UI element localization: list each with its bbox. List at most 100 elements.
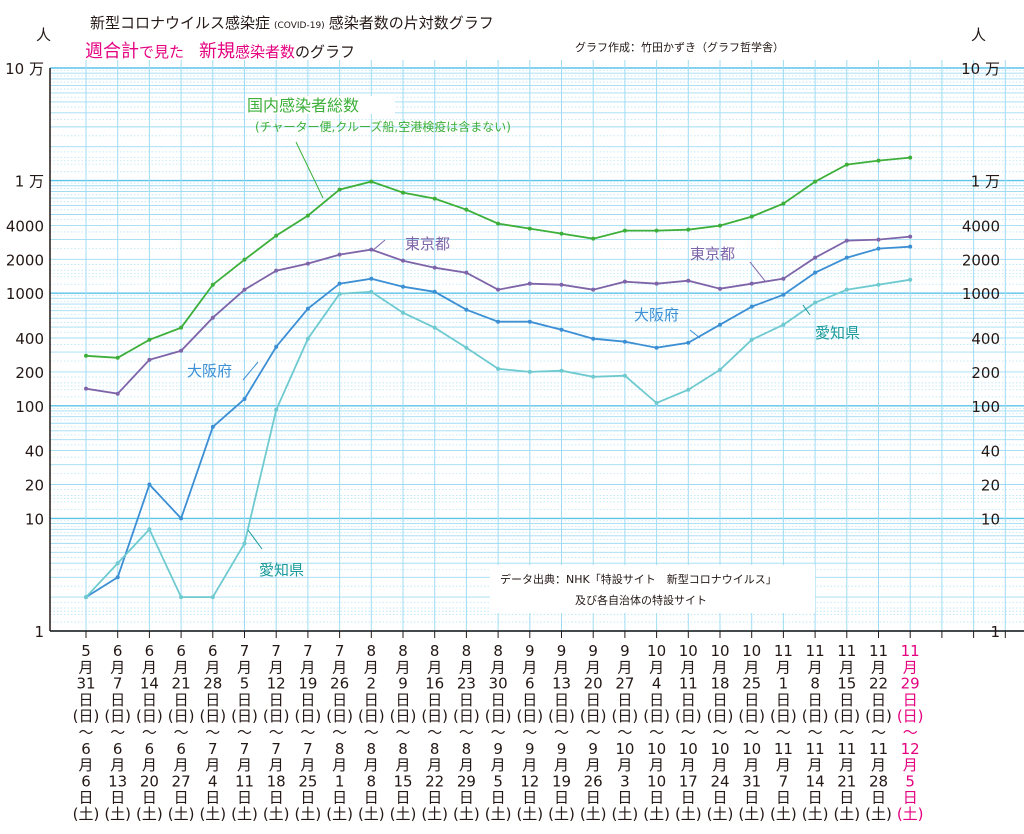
x-tick-label: (日) <box>865 707 892 725</box>
x-tick-label: 10 <box>647 642 666 660</box>
data-point <box>464 307 469 312</box>
x-tick-label: 8 <box>430 740 440 758</box>
data-point <box>115 575 120 580</box>
data-point <box>84 386 88 391</box>
y-tick-label-right: 10 <box>981 510 1000 528</box>
x-tick-label: (日) <box>897 707 924 725</box>
x-tick-label: (土) <box>580 805 607 823</box>
data-point <box>654 281 659 286</box>
data-point <box>527 281 532 286</box>
x-tick-label: 月 <box>332 658 347 676</box>
data-point <box>876 237 881 242</box>
x-tick-label: (土) <box>833 805 860 823</box>
x-tick-label: (土) <box>770 805 797 823</box>
y-tick-label-right: 40 <box>981 443 1000 461</box>
x-tick-label: 14 <box>140 675 159 693</box>
x-tick-label: (土) <box>485 805 512 823</box>
data-point <box>337 291 342 296</box>
chart-subtitle: 週合計で見た 新規感染者数のグラフ <box>85 41 355 62</box>
x-tick-label: 月 <box>237 658 252 676</box>
x-tick-label: (土) <box>897 805 924 823</box>
y-tick-label-right: 1000 <box>962 285 1000 303</box>
data-point <box>179 516 184 521</box>
x-tick-label: 日 <box>808 789 823 807</box>
x-tick-label: 5 <box>81 642 91 660</box>
x-tick-label: 28 <box>203 675 222 693</box>
x-tick-label: 7 <box>303 642 313 660</box>
x-tick-label: (日) <box>263 707 290 725</box>
x-tick-label: 27 <box>172 772 191 790</box>
x-tick-label: 日 <box>269 789 284 807</box>
x-tick-label: 月 <box>903 756 918 774</box>
x-tick-label: (土) <box>231 805 258 823</box>
data-point <box>369 276 374 281</box>
x-tick-label: 日 <box>78 789 93 807</box>
y-unit-right: 人 <box>971 26 986 44</box>
x-tick-label: 31 <box>76 675 95 693</box>
y-tick-label-left: 1 <box>34 623 44 641</box>
y-tick-label-left: 400 <box>15 330 44 348</box>
x-tick-label: (日) <box>199 707 226 725</box>
y-tick-label-left: 1 万 <box>15 173 44 191</box>
data-point <box>401 258 405 263</box>
x-tick-label: 日 <box>205 789 220 807</box>
x-tick-label: 8 <box>335 740 345 758</box>
x-tick-label: 日 <box>617 691 632 709</box>
data-point <box>210 424 215 429</box>
data-point <box>179 595 184 600</box>
x-tick-label: 日 <box>78 691 93 709</box>
x-tick-label: (日) <box>358 707 385 725</box>
x-tick-label: 月 <box>808 658 823 676</box>
x-tick-label: (日) <box>548 707 575 725</box>
x-tick-label: (日) <box>295 707 322 725</box>
y-tick-label-left: 100 <box>15 398 44 416</box>
x-tick-label: 月 <box>649 756 664 774</box>
x-tick-label: 日 <box>395 691 410 709</box>
x-tick-label: 6 <box>145 642 155 660</box>
data-point <box>781 201 786 206</box>
x-tick-label: 9 <box>525 740 535 758</box>
x-tick-label: 月 <box>491 756 506 774</box>
data-point <box>686 387 691 392</box>
x-tick-label: 月 <box>78 756 93 774</box>
subtitle-part: で見た <box>139 43 199 61</box>
x-tick-label: 日 <box>744 789 759 807</box>
x-tick-label: 10 <box>742 740 761 758</box>
data-point <box>622 339 627 344</box>
x-tick-label: (日) <box>612 707 639 725</box>
x-tick-label: (土) <box>390 805 417 823</box>
x-tick-label: 8 <box>398 642 408 660</box>
x-tick-label: 月 <box>142 756 157 774</box>
data-point <box>179 325 184 330</box>
x-tick-label: 18 <box>267 772 286 790</box>
data-point <box>305 336 310 341</box>
x-tick-label: 日 <box>427 691 442 709</box>
x-tick-label: 9 <box>588 740 598 758</box>
x-tick-label: 月 <box>364 658 379 676</box>
x-tick-label: 月 <box>617 658 632 676</box>
x-tick-label: 10 <box>615 740 634 758</box>
x-tick-label: 日 <box>871 691 886 709</box>
data-point <box>749 337 754 342</box>
label-tokyo-right: 東京都 <box>690 245 735 263</box>
x-tick-label: (土) <box>865 805 892 823</box>
x-tick-label: 〜 <box>459 724 474 742</box>
x-tick-label: 日 <box>586 691 601 709</box>
x-tick-label: 〜 <box>427 724 442 742</box>
x-tick-label: 〜 <box>744 724 759 742</box>
x-tick-label: 10 <box>710 740 729 758</box>
x-tick-label: 6 <box>208 642 218 660</box>
data-point <box>718 223 722 228</box>
data-point <box>749 214 754 219</box>
x-tick-label: 8 <box>398 740 408 758</box>
x-tick-label: 日 <box>395 789 410 807</box>
x-tick-label: 月 <box>554 658 569 676</box>
x-tick-label: 6 <box>81 740 91 758</box>
x-tick-label: 月 <box>174 756 189 774</box>
x-tick-label: 日 <box>649 789 664 807</box>
x-tick-label: 11 <box>235 772 254 790</box>
data-point <box>401 284 405 289</box>
data-point <box>908 234 913 239</box>
x-tick-label: 月 <box>554 756 569 774</box>
x-tick-label: 月 <box>205 658 220 676</box>
